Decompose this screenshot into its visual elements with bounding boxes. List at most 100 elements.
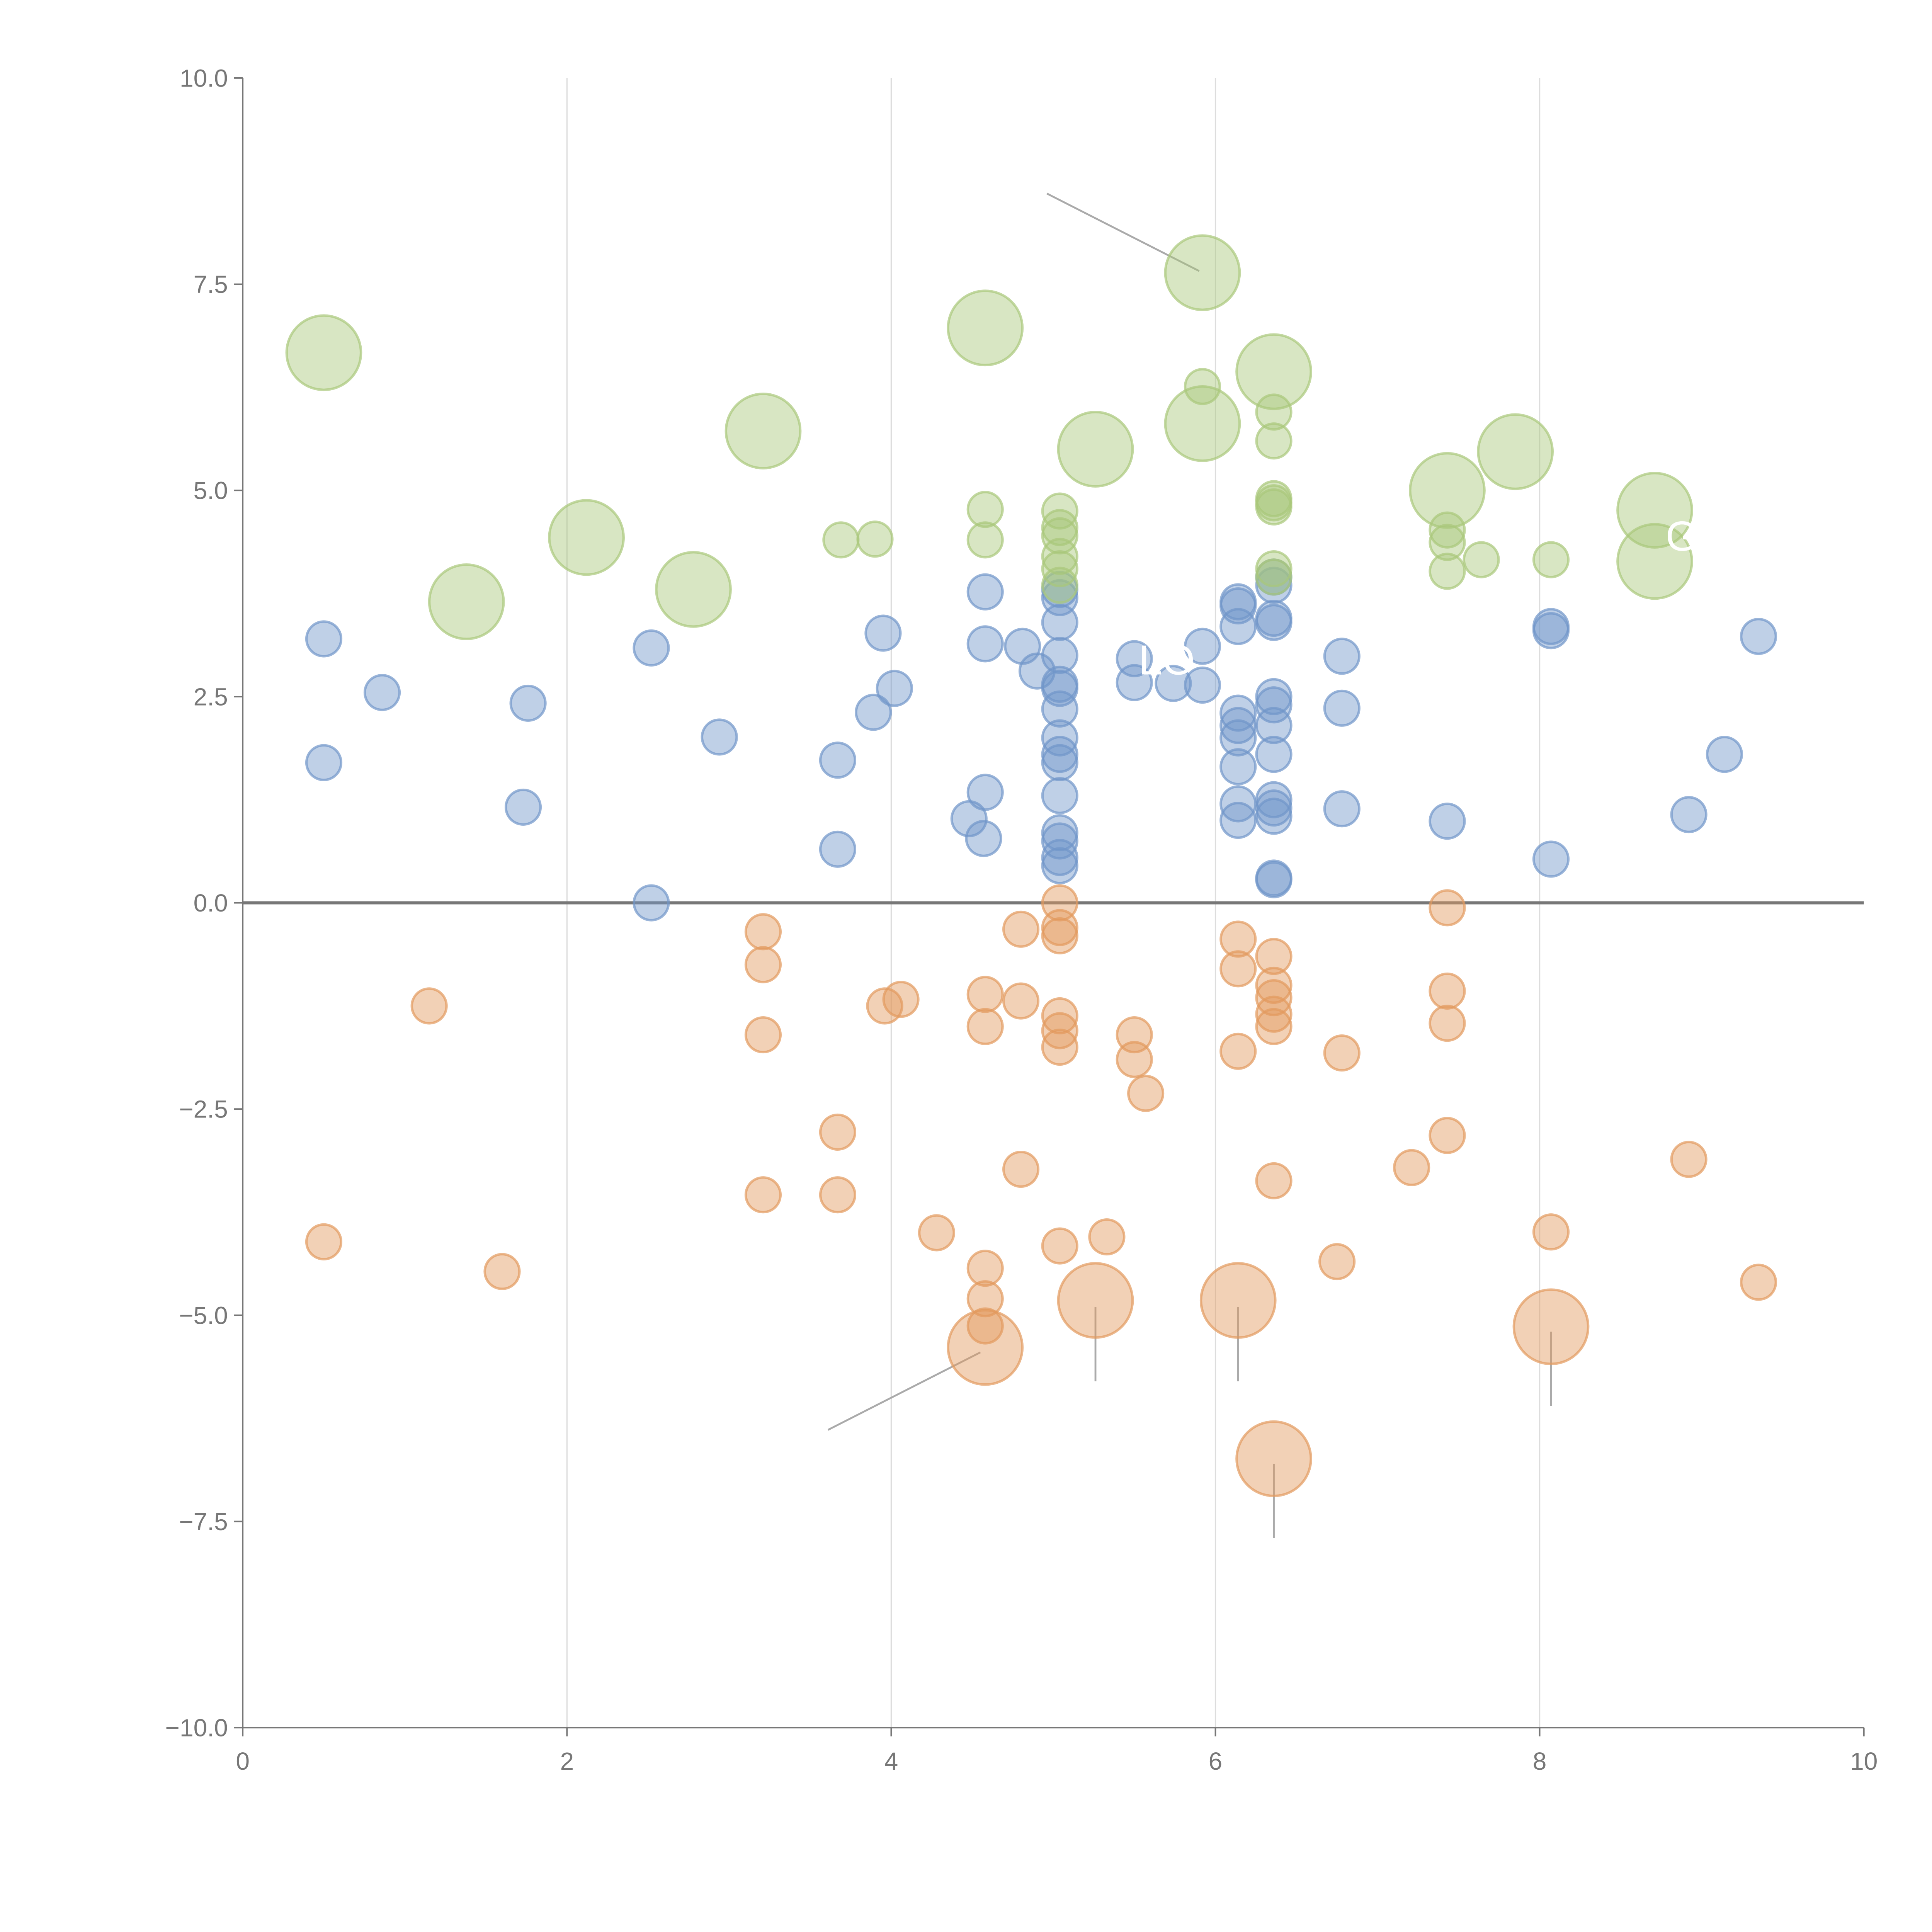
blue-bubble (504, 788, 542, 826)
blue-bubble (1255, 798, 1293, 835)
orange-bubble (1323, 1034, 1361, 1072)
green-bubble (1255, 488, 1293, 526)
orange-bubble (744, 946, 782, 983)
blue-bubble (1219, 748, 1257, 786)
blue-bubble (1255, 861, 1293, 898)
orange-bubble (1318, 1243, 1356, 1281)
annotation-label: LO (1139, 636, 1195, 684)
green-bubble (1164, 234, 1241, 311)
blue-bubble (1184, 666, 1221, 704)
orange-bubble (1255, 1008, 1293, 1045)
green-bubble (548, 499, 625, 576)
blue-bubble (1255, 789, 1293, 827)
orange-bubble (1235, 1420, 1312, 1497)
green-bubble (1255, 558, 1293, 596)
x-tick-label: 8 (1533, 1747, 1547, 1775)
orange-bubble (1429, 1117, 1466, 1154)
blue-bubble (1532, 612, 1570, 650)
blue-bubble (1255, 736, 1293, 773)
green-bubble (1616, 523, 1693, 600)
green-bubble (285, 314, 362, 391)
leader-line (1046, 192, 1200, 272)
green-bubble (1429, 524, 1466, 561)
blue-bubble (965, 820, 1002, 857)
blue-bubble (1323, 689, 1361, 727)
blue-bubble (1219, 719, 1257, 757)
orange-bubble (1219, 950, 1257, 988)
orange-bubble (1002, 910, 1040, 948)
green-bubble (1409, 452, 1486, 529)
orange-bubble (744, 1176, 782, 1214)
blue-bubble (1155, 665, 1192, 702)
blue-bubble (1429, 803, 1466, 840)
orange-bubble (1041, 1227, 1078, 1265)
orange-bubble (966, 1250, 1004, 1287)
blue-bubble (1041, 670, 1078, 707)
x-tick-label: 10 (1850, 1747, 1878, 1775)
green-bubble (1041, 537, 1078, 575)
blue-bubble (855, 694, 892, 731)
blue-bubble (1041, 604, 1078, 641)
blue-bubble (633, 629, 670, 667)
blue-bubble (1041, 637, 1078, 674)
orange-bubble (966, 1307, 1004, 1345)
green-bubble (1463, 541, 1500, 578)
green-bubble (1255, 393, 1293, 431)
blue-bubble (966, 573, 1004, 611)
green-bubble (966, 521, 1004, 559)
blue-bubble (363, 674, 401, 711)
orange-bubble (1002, 982, 1040, 1020)
orange-bubble (1670, 1141, 1708, 1178)
green-bubble (1041, 566, 1078, 604)
orange-bubble (744, 1016, 782, 1054)
green-bubble (1429, 511, 1466, 549)
blue-bubble (864, 614, 902, 652)
orange-bubble (1740, 1264, 1777, 1301)
orange-bubble (1255, 1162, 1293, 1199)
green-bubble (1041, 517, 1078, 554)
orange-bubble (1127, 1075, 1165, 1112)
blue-bubble (1041, 690, 1078, 728)
orange-bubble (882, 981, 920, 1018)
y-tick-label: 2.5 (194, 683, 228, 711)
x-tick-label: 2 (560, 1747, 574, 1775)
blue-bubble (1670, 796, 1708, 833)
x-tick-label: 6 (1209, 1747, 1223, 1775)
blue-bubble (1323, 790, 1361, 828)
blue-bubble (1041, 777, 1078, 815)
y-tick-label: 7.5 (194, 270, 228, 298)
blue-bubble (966, 774, 1004, 811)
orange-bubble (1512, 1288, 1590, 1366)
orange-bubble (1057, 1262, 1134, 1339)
orange-bubble (1532, 1213, 1570, 1251)
blue-bubble (305, 744, 343, 781)
orange-bubble (1041, 997, 1078, 1035)
orange-bubble (305, 1223, 343, 1260)
green-bubble (1477, 413, 1554, 490)
orange-bubble (947, 1309, 1024, 1386)
blue-bubble (1740, 617, 1777, 655)
blue-bubble (1255, 686, 1293, 724)
orange-bubble (1116, 1041, 1153, 1078)
orange-bubble (1199, 1262, 1277, 1339)
y-tick-label: −2.5 (179, 1095, 228, 1123)
annotations: LO GL (1139, 513, 1722, 684)
blue-bubble (1041, 736, 1078, 773)
orange-bubble (1255, 995, 1293, 1033)
x-tick-label: 4 (884, 1747, 898, 1775)
y-tick-label: 5.0 (194, 477, 228, 505)
green-bubble (1255, 422, 1293, 460)
green-bubble (1164, 385, 1241, 462)
blue-bubble (1255, 707, 1293, 744)
orange-bubble (1088, 1218, 1126, 1256)
orange-bubble (1041, 909, 1078, 946)
x-tick-label: 0 (236, 1747, 250, 1775)
blue-bubble (1041, 847, 1078, 884)
orange-bubble (819, 1113, 857, 1151)
blue-bubble (1219, 608, 1257, 645)
orange-bubble (1002, 1150, 1040, 1188)
orange-bubble (1429, 1005, 1466, 1042)
blue-bubble (701, 718, 738, 756)
orange-bubble (819, 1176, 857, 1214)
orange-bubble (1219, 1032, 1257, 1070)
